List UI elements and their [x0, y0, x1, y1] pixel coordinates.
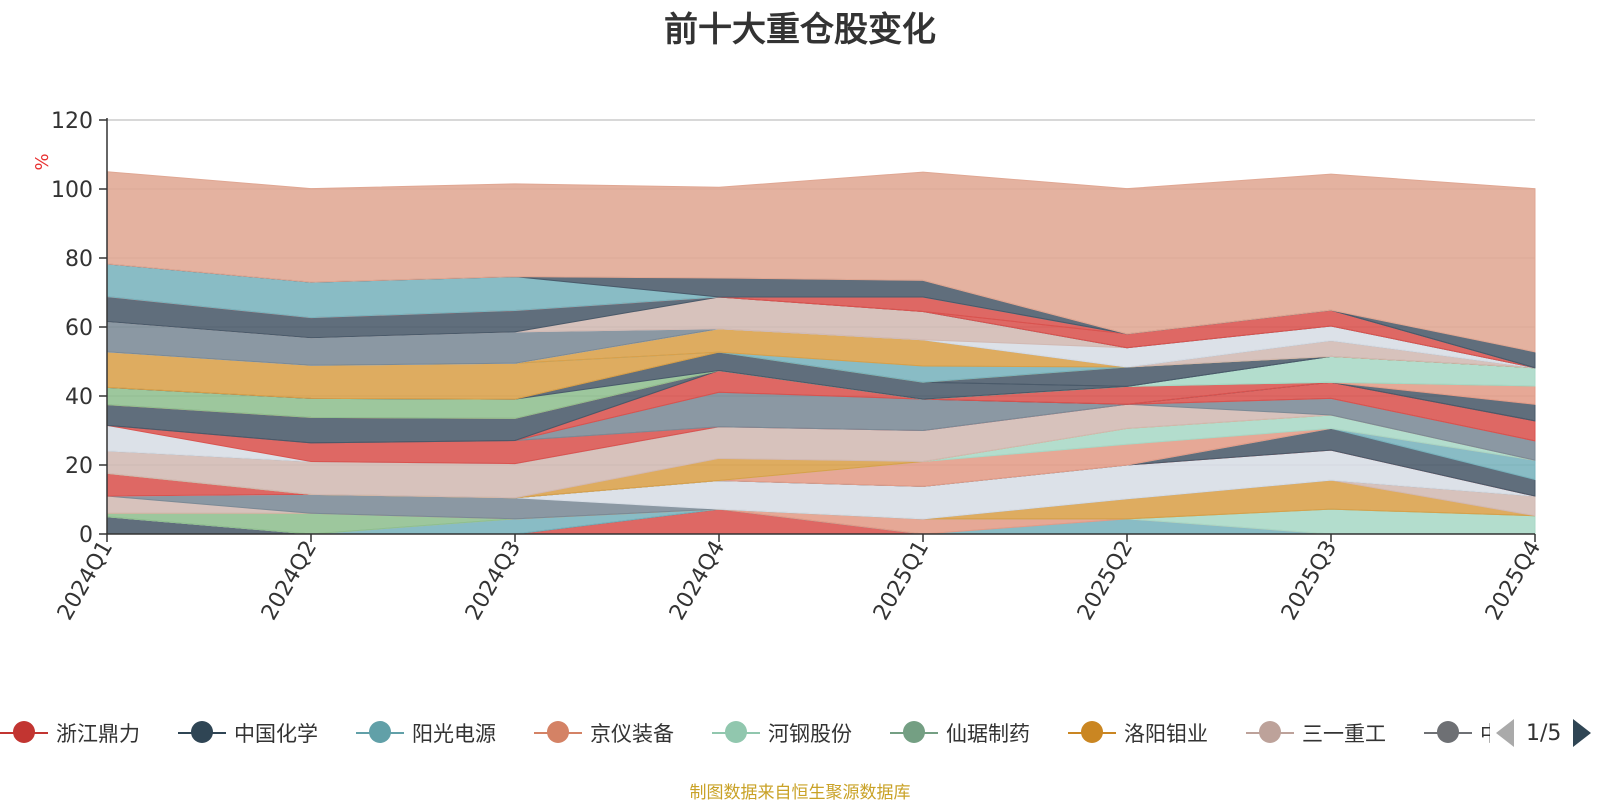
- legend-item-7[interactable]: 三一重工: [1246, 716, 1386, 750]
- x-tick-label-0: 2024Q1: [53, 537, 118, 625]
- source-note: 制图数据来自恒生聚源数据库: [689, 783, 911, 803]
- legend-item-2[interactable]: 阳光电源: [356, 716, 496, 750]
- legend-label: 浙江鼎力: [56, 722, 140, 746]
- x-tick-label-3: 2024Q4: [665, 537, 730, 625]
- legend-marker-icon: [890, 721, 938, 745]
- legend-marker-icon: [712, 721, 760, 745]
- legend-marker-icon: [356, 721, 404, 745]
- y-tick-label-4: 80: [65, 247, 93, 272]
- legend-page-indicator: 1/5: [1526, 720, 1562, 746]
- y-tick-label-6: 120: [51, 109, 93, 134]
- legend-item-8[interactable]: 中: [1424, 716, 1490, 750]
- x-tick-label-7: 2025Q4: [1481, 537, 1546, 625]
- legend-pager: 1/5: [1496, 716, 1592, 750]
- legend-item-5[interactable]: 仙琚制药: [890, 716, 1030, 750]
- x-tick-label-5: 2025Q2: [1073, 537, 1138, 625]
- x-tick-label-6: 2025Q3: [1277, 537, 1342, 625]
- legend-label: 中国化学: [234, 722, 318, 746]
- y-axis-unit-label: %: [32, 153, 53, 170]
- x-tick-label-2: 2024Q3: [461, 537, 526, 625]
- legend-marker-icon: [0, 721, 48, 745]
- legend-label: 京仪装备: [590, 722, 674, 746]
- legend-label: 河钢股份: [768, 722, 852, 746]
- legend-item-4[interactable]: 河钢股份: [712, 716, 852, 750]
- legend-marker-icon: [1424, 721, 1472, 745]
- legend-next-page-icon[interactable]: [1573, 719, 1592, 747]
- legend-marker-icon: [1068, 721, 1116, 745]
- chart-title: 前十大重仓股变化: [664, 10, 936, 50]
- y-tick-label-5: 100: [51, 178, 93, 203]
- legend-marker-icon: [534, 721, 582, 745]
- y-tick-label-3: 60: [65, 316, 93, 341]
- legend-marker-icon: [1246, 721, 1294, 745]
- legend-label: 中: [1480, 718, 1490, 748]
- legend-item-3[interactable]: 京仪装备: [534, 716, 674, 750]
- legend-item-1[interactable]: 中国化学: [178, 716, 318, 750]
- area-series-layer: [106, 171, 1536, 535]
- legend-label: 仙琚制药: [946, 722, 1030, 746]
- y-tick-label-2: 40: [65, 385, 93, 410]
- y-tick-label-0: 0: [79, 523, 93, 548]
- x-tick-label-4: 2025Q1: [869, 537, 934, 625]
- legend-marker-icon: [178, 721, 226, 745]
- x-tick-label-1: 2024Q2: [257, 537, 322, 625]
- legend-label: 洛阳钼业: [1124, 722, 1208, 746]
- legend: 浙江鼎力 中国化学 阳光电源 京仪装备 河钢股份 仙琚制药 洛阳钼业 三一重工 中: [0, 716, 1490, 750]
- legend-prev-page-icon[interactable]: [1496, 719, 1514, 747]
- legend-item-0[interactable]: 浙江鼎力: [0, 716, 140, 750]
- legend-item-6[interactable]: 洛阳钼业: [1068, 716, 1208, 750]
- area-series-44: [106, 171, 1536, 353]
- legend-label: 阳光电源: [412, 722, 496, 746]
- legend-label: 三一重工: [1302, 722, 1386, 746]
- y-tick-label-1: 20: [65, 454, 93, 479]
